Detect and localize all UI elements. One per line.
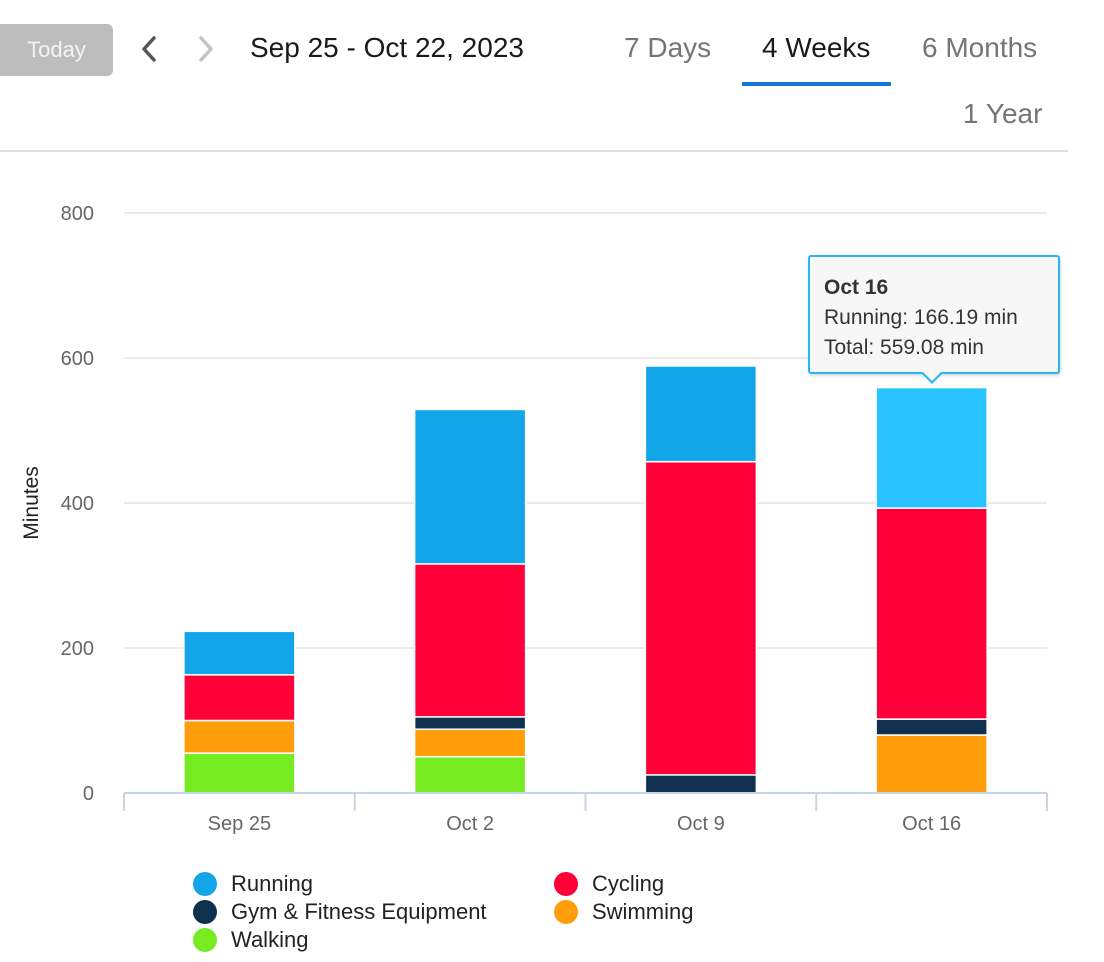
y-tick-label: 800: [61, 203, 94, 225]
y-tick-label: 600: [61, 348, 94, 370]
today-button[interactable]: Today: [0, 24, 113, 76]
y-tick-label: 200: [61, 638, 94, 660]
bar-segment-cycling-oct-2: [413, 563, 527, 718]
bar-segment-walking-oct-2: [413, 756, 527, 794]
x-tick-label: Oct 2: [446, 813, 494, 835]
chevron-right-icon[interactable]: [193, 34, 221, 64]
bar-segment-running-oct-9: [644, 365, 758, 463]
tab-7-days[interactable]: 7 Days: [624, 32, 712, 63]
chart-tooltip: Oct 16 Running: 166.19 min Total: 559.08…: [808, 255, 1060, 374]
bar-segment-cycling-sep-25: [183, 674, 296, 722]
tooltip-total-value: Total: 559.08 min: [824, 336, 984, 359]
tab-1-year[interactable]: 1 Year: [963, 98, 1043, 129]
legend-item-swimming[interactable]: Swimming: [554, 899, 693, 925]
legend-label-swimming: Swimming: [592, 899, 694, 924]
x-tick-label: Sep 25: [208, 813, 271, 835]
legend-dot-running: [193, 872, 217, 896]
tab-4-weeks[interactable]: 4 Weeks: [762, 32, 871, 63]
bar-segment-running-oct-16: [875, 386, 988, 509]
bar-segment-cycling-oct-16: [875, 507, 988, 720]
tooltip-running-value: Running: 166.19 min: [824, 306, 1018, 329]
bar-segment-swimming-sep-25: [183, 719, 296, 754]
legend-dot-swimming: [554, 900, 578, 924]
active-tab-indicator: [742, 82, 891, 86]
legend-dot-gym: [193, 900, 217, 924]
x-tick-label: Oct 16: [902, 813, 961, 835]
header-divider: [0, 150, 1068, 152]
chevron-left-icon[interactable]: [136, 34, 164, 64]
legend-item-running[interactable]: Running: [193, 871, 313, 897]
legend-label-cycling: Cycling: [592, 871, 665, 896]
bar-segment-swimming-oct-2: [413, 728, 527, 758]
bar-segment-gym-fitness-equipment-oct-2: [413, 716, 527, 730]
legend-item-walking[interactable]: Walking: [193, 927, 308, 953]
tooltip-pointer-fill: [922, 371, 942, 381]
legend-item-cycling[interactable]: Cycling: [554, 871, 664, 897]
legend-item-gym[interactable]: Gym & Fitness Equipment: [193, 899, 487, 925]
tab-6-months[interactable]: 6 Months: [922, 32, 1038, 63]
y-tick-label: 0: [83, 783, 94, 805]
date-range-label: Sep 25 - Oct 22, 2023: [250, 32, 524, 63]
bar-segment-running-oct-2: [413, 408, 527, 565]
bar-segment-cycling-oct-9: [644, 460, 758, 776]
y-axis-title: Minutes: [20, 466, 43, 540]
bar-segment-running-sep-25: [183, 630, 296, 676]
bar-segment-gym-fitness-equipment-oct-16: [875, 718, 988, 736]
bar-segment-gym-fitness-equipment-oct-9: [644, 774, 758, 794]
x-tick-label: Oct 9: [677, 813, 725, 835]
tooltip-title: Oct 16: [824, 276, 889, 299]
legend-dot-cycling: [554, 872, 578, 896]
bar-segment-walking-sep-25: [183, 752, 296, 794]
y-tick-label: 400: [61, 493, 94, 515]
bar-segment-swimming-oct-16: [875, 734, 988, 794]
legend-dot-walking: [193, 928, 217, 952]
legend-label-running: Running: [231, 871, 313, 896]
legend-label-walking: Walking: [231, 927, 309, 952]
legend-label-gym: Gym & Fitness Equipment: [231, 899, 487, 924]
